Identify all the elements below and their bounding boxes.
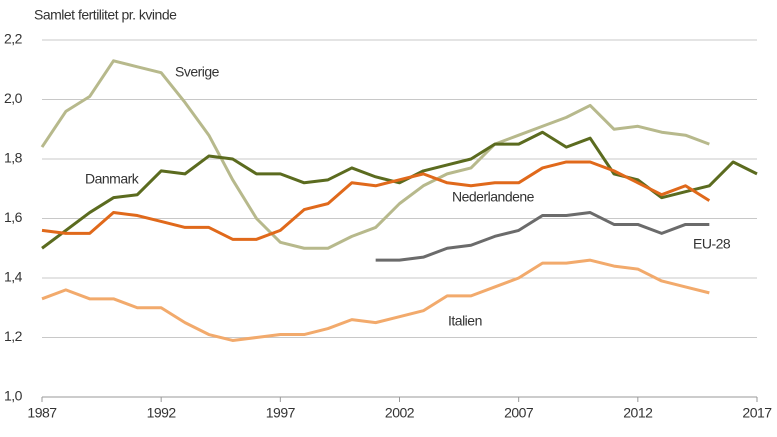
series-label: Sverige	[175, 64, 220, 80]
series-line	[375, 211, 710, 262]
x-tick-label: 2017	[742, 405, 772, 421]
series-label: EU-28	[693, 236, 731, 252]
y-tick-label: 2,2	[4, 31, 23, 47]
y-tick-label: 1,6	[4, 209, 23, 225]
y-tick-label: 1,8	[4, 150, 23, 166]
series-line	[41, 130, 758, 250]
x-tick-label: 2002	[385, 405, 415, 421]
y-tick-label: 1,0	[4, 388, 23, 404]
y-tick-label: 2,0	[4, 90, 23, 106]
series-label: Danmark	[85, 171, 140, 187]
x-tick-label: 1987	[27, 405, 57, 421]
series-label: Nederlandene	[452, 189, 535, 205]
x-tick-label: 1997	[266, 405, 296, 421]
y-axis-label: Samlet fertilitet pr. kvinde	[34, 7, 177, 23]
series-line	[41, 160, 711, 241]
x-tick-label: 2012	[623, 405, 653, 421]
y-tick-label: 1,2	[4, 328, 23, 344]
x-tick-label: 2007	[504, 405, 534, 421]
y-tick-label: 1,4	[4, 269, 23, 285]
x-tick-label: 1992	[147, 405, 177, 421]
series-line	[41, 258, 710, 342]
series-line	[40, 59, 710, 250]
series-label: Italien	[448, 313, 482, 329]
